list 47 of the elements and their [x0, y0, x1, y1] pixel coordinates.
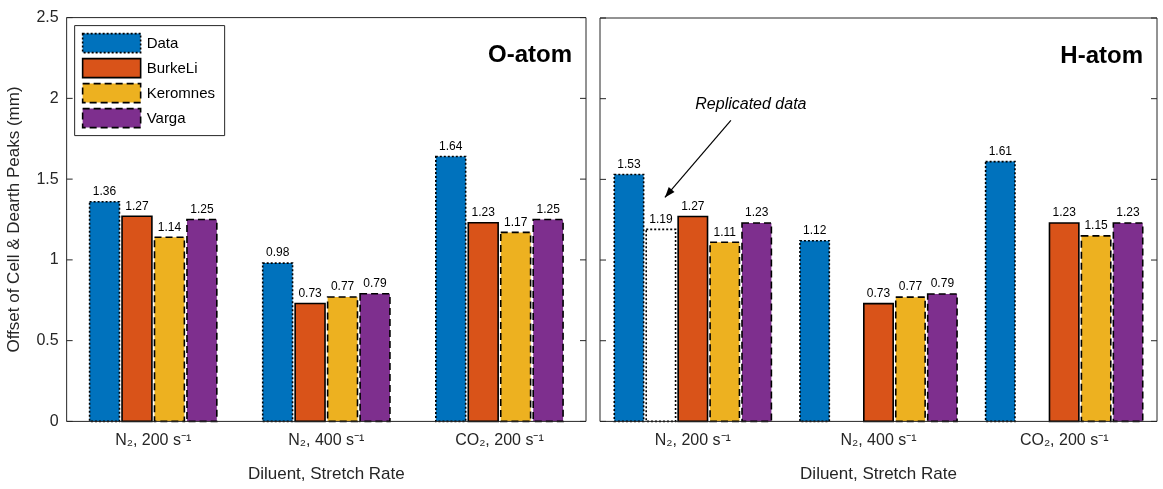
data-label: 0.77 — [330, 279, 355, 294]
x-tick-label: N₂, 400 s⁻¹ — [288, 431, 365, 449]
data-label: 1.36 — [92, 184, 117, 199]
data-label: 0.73 — [866, 285, 891, 300]
data-label: 1.25 — [536, 201, 561, 216]
legend-label: Data — [146, 33, 179, 51]
legend-label: Varga — [146, 108, 187, 126]
x-tick-label: CO₂, 200 s⁻¹ — [1019, 431, 1109, 449]
data-label: 0.79 — [930, 276, 955, 291]
y-tick-label: 1 — [49, 250, 59, 268]
data-label: 1.23 — [1052, 205, 1077, 220]
data-label: 1.61 — [988, 143, 1013, 158]
y-tick-label: 0 — [49, 411, 59, 429]
data-label: 1.64 — [439, 138, 463, 153]
legend-label: BurkeLi — [146, 58, 198, 76]
annotation: Replicated data — [695, 94, 807, 112]
x-tick-label: N₂, 200 s⁻¹ — [115, 431, 192, 449]
x-tick-label: N₂, 200 s⁻¹ — [654, 431, 731, 449]
data-label: 1.14 — [157, 219, 182, 234]
data-label: 1.53 — [617, 156, 641, 171]
data-label: 0.98 — [265, 245, 290, 260]
data-label: 1.11 — [713, 224, 737, 239]
data-label: 1.15 — [1084, 218, 1109, 233]
data-label: 1.25 — [190, 201, 214, 216]
x-axis-title: Diluent, Stretch Rate — [800, 464, 957, 484]
data-label: 1.23 — [745, 205, 769, 220]
data-label: 1.17 — [503, 214, 528, 229]
y-tick-label: 1.5 — [36, 169, 59, 187]
data-label: 1.23 — [471, 205, 496, 220]
data-label: 1.27 — [681, 198, 705, 213]
text: H-atom — [1060, 40, 1143, 68]
data-label: 1.12 — [802, 222, 827, 237]
x-tick-label: N₂, 400 s⁻¹ — [840, 431, 917, 449]
y-tick-label: 0.5 — [36, 331, 59, 349]
data-label: 0.77 — [898, 279, 923, 294]
x-tick-label: CO₂, 200 s⁻¹ — [455, 431, 544, 449]
data-label: 1.19 — [649, 211, 673, 226]
data-label: 1.23 — [1116, 205, 1141, 220]
legend-label: Keromnes — [146, 83, 216, 101]
y-tick-label: 2 — [49, 88, 59, 106]
x-axis-title: Diluent, Stretch Rate — [247, 464, 405, 484]
y-axis-title: Offset of Cell & Dearth Peaks (mm) — [3, 86, 23, 353]
data-label: 0.79 — [363, 276, 388, 291]
text: O-atom — [488, 40, 572, 68]
data-label: 0.73 — [298, 285, 323, 300]
y-tick-label: 2.5 — [36, 8, 59, 26]
data-label: 1.27 — [125, 198, 149, 213]
